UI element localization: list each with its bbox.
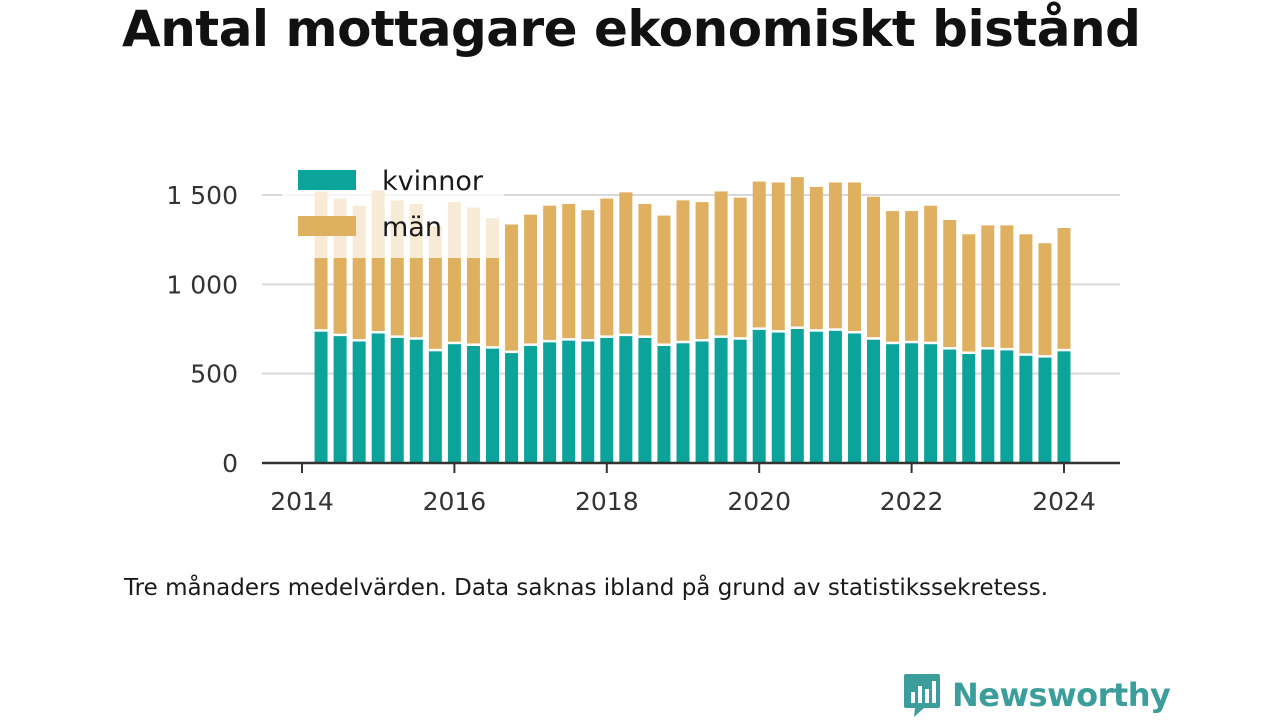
bar-kvinnor [600,337,614,463]
bar-kvinnor [1000,350,1014,463]
bar-kvinnor [752,329,766,463]
bar-kvinnor [771,332,785,463]
bar-kvinnor [466,345,480,463]
legend-swatch-man [298,216,356,236]
bar-kvinnor [886,344,900,463]
y-tick-label: 500 [190,360,238,389]
x-tick-label: 2016 [423,487,487,516]
bar-kvinnor [962,354,976,463]
bar-kvinnor [733,339,747,463]
x-tick-label: 2024 [1032,487,1096,516]
y-tick-label: 1 000 [166,270,238,299]
bar-kvinnor [867,339,880,463]
bar-man [1057,228,1071,349]
bar-kvinnor [676,343,690,463]
y-axis-labels: 0 500 1 000 1 500 [166,181,238,478]
bar-kvinnor [981,349,995,463]
bar-man [867,196,880,338]
bar-kvinnor [943,349,957,463]
bar-man [638,203,652,336]
bar-man [524,214,538,344]
bar-man [676,200,690,341]
bar-kvinnor [371,333,385,463]
bar-man [733,197,747,338]
bar-kvinnor [924,344,938,463]
bar-kvinnor [562,340,576,463]
bar-kvinnor [1057,351,1071,463]
legend-label-man: män [382,212,442,243]
x-tick-label: 2020 [727,487,791,516]
bar-man [1000,225,1014,348]
bar-man [771,182,785,331]
bars [314,177,1071,463]
bar-kvinnor [828,330,842,463]
bar-man [790,177,804,327]
bar-man [962,234,976,352]
bar-kvinnor [390,337,404,463]
bar-man [1038,243,1052,356]
bar-kvinnor [352,341,366,463]
bar-man [543,205,557,340]
legend-label-kvinnor: kvinnor [382,166,484,197]
bar-man [505,224,519,351]
x-tick-label: 2014 [270,487,334,516]
bar-man [1019,234,1033,354]
bar-man [905,211,919,341]
bar-man [981,225,995,348]
bar-kvinnor [314,331,328,463]
chart-title: Antal mottagare ekonomiskt bistånd [122,0,1141,58]
bar-kvinnor [333,336,347,463]
bar-kvinnor [1038,357,1052,463]
legend: kvinnor män [282,158,504,258]
bar-man [924,205,938,342]
bar-kvinnor [486,348,499,463]
bar-kvinnor [638,337,652,463]
y-tick-label: 0 [222,449,238,478]
bar-kvinnor [524,345,538,463]
bar-man [619,192,633,334]
newsworthy-logo-icon [904,674,940,717]
bar-man [562,203,576,339]
bar-kvinnor [543,342,557,463]
bar-kvinnor [428,351,442,463]
legend-swatch-kvinnor [298,170,356,190]
bar-man [809,186,823,330]
x-tick-label: 2018 [575,487,639,516]
bar-kvinnor [695,341,709,463]
bar-man [657,215,671,344]
bar-kvinnor [1019,355,1033,463]
y-tick-label: 1 500 [166,181,238,210]
bar-kvinnor [409,339,423,463]
bar-man [714,191,728,336]
bar-man [600,198,614,336]
bar-man [752,181,766,328]
brand-name: Newsworthy [952,676,1171,714]
bar-kvinnor [657,345,671,463]
bar-kvinnor [505,353,519,463]
chart-note: Tre månaders medelvärden. Data saknas ib… [124,575,1049,601]
bar-kvinnor [619,336,633,463]
bar-man [943,220,957,348]
bar-man [847,182,861,331]
x-axis: 2014 2016 2018 2020 2022 2024 [262,461,1120,516]
bar-kvinnor [809,331,823,463]
newsworthy-logo: Newsworthy [902,670,1171,720]
bar-man [828,182,842,329]
bar-man [581,210,595,340]
bar-man [886,211,900,342]
bar-kvinnor [847,333,861,463]
bar-kvinnor [447,344,461,463]
bar-kvinnor [905,343,919,463]
x-tick-label: 2022 [880,487,944,516]
bar-kvinnor [790,329,804,463]
bar-kvinnor [714,337,728,463]
bar-man [695,202,709,340]
bar-kvinnor [581,341,595,463]
